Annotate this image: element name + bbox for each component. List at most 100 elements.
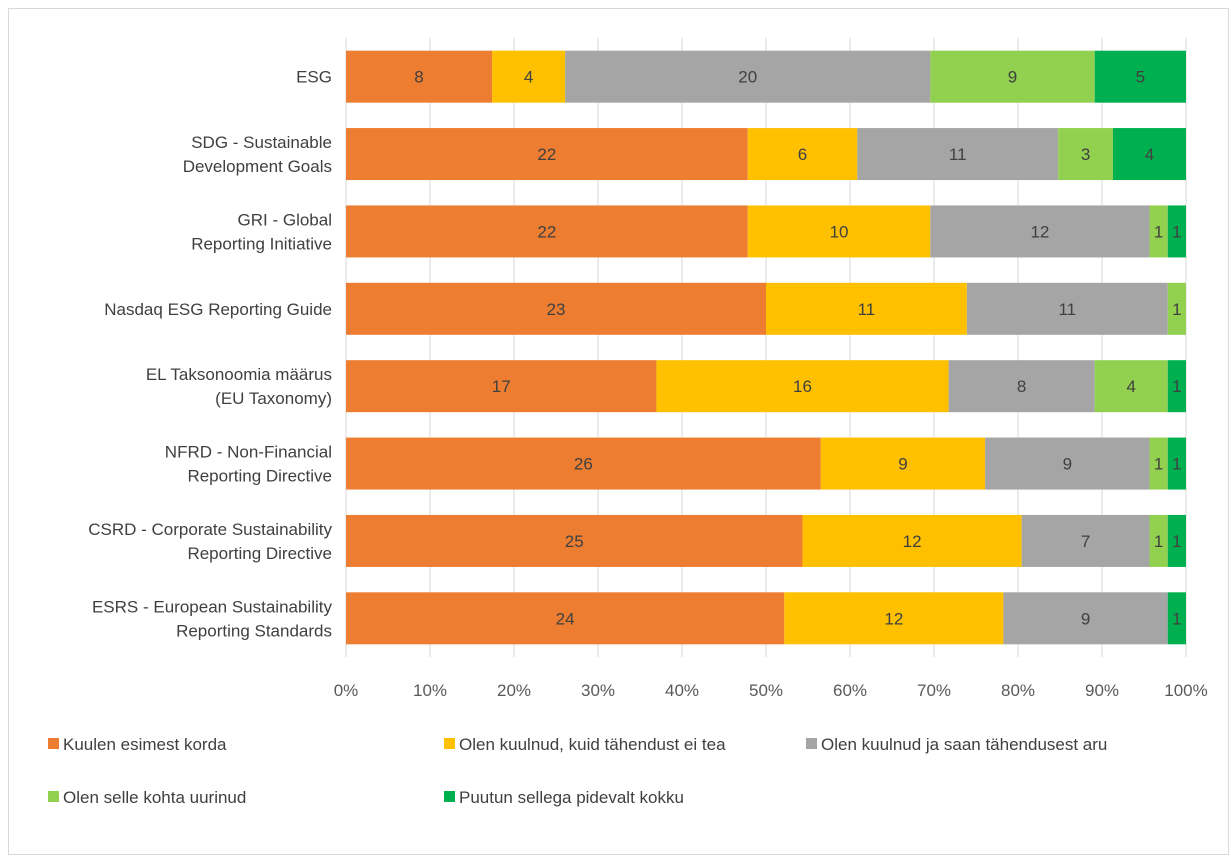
x-tick-label: 10% bbox=[413, 681, 447, 700]
data-label: 24 bbox=[556, 609, 575, 628]
data-label: 25 bbox=[565, 532, 584, 551]
bar-segment bbox=[948, 360, 1095, 413]
category-label: EL Taksonoomia määrus (EU Taxonomy) bbox=[146, 365, 332, 408]
x-axis-ticks: 0% 10% 20% 30% 40% 50% 60% 70% 80% 90% 100% bbox=[334, 681, 1208, 700]
bar-segment bbox=[1094, 50, 1186, 103]
legend-swatch bbox=[444, 791, 455, 802]
bar-segment bbox=[346, 437, 821, 490]
data-label: 5 bbox=[1136, 68, 1145, 87]
bar-segment bbox=[1167, 437, 1186, 490]
bar-segment bbox=[784, 592, 1004, 645]
data-label: 6 bbox=[798, 145, 807, 164]
legend-swatch bbox=[806, 738, 817, 749]
bar-segment bbox=[346, 128, 748, 181]
bar-segment bbox=[1058, 128, 1113, 181]
legend-label: Puutun sellega pidevalt kokku bbox=[459, 788, 684, 807]
x-tick-label: 60% bbox=[833, 681, 867, 700]
data-label: 12 bbox=[884, 609, 903, 628]
bar-segment bbox=[930, 205, 1150, 258]
bar-segment bbox=[1094, 360, 1168, 413]
data-label: 10 bbox=[830, 222, 849, 241]
bar-segment bbox=[985, 437, 1150, 490]
category-label: ESRS - European Sustainability Reporting … bbox=[92, 597, 333, 640]
bar-segment bbox=[346, 360, 657, 413]
bar-segment bbox=[1021, 514, 1150, 567]
data-label: 16 bbox=[793, 377, 812, 396]
bar-segment bbox=[802, 514, 1022, 567]
bar-segment bbox=[346, 592, 785, 645]
x-tick-label: 20% bbox=[497, 681, 531, 700]
legend-swatch bbox=[444, 738, 455, 749]
data-label: 12 bbox=[903, 532, 922, 551]
data-label: 26 bbox=[574, 455, 593, 474]
bar-segment bbox=[857, 128, 1059, 181]
x-tick-label: 80% bbox=[1001, 681, 1035, 700]
bar-segment bbox=[346, 205, 748, 258]
data-label: 1 bbox=[1172, 609, 1181, 628]
data-label: 22 bbox=[537, 145, 556, 164]
bar-segment bbox=[1149, 205, 1168, 258]
bar-segment bbox=[1003, 592, 1168, 645]
category-label: ESG bbox=[296, 68, 332, 87]
legend-label: Olen kuulnud ja saan tähendusest aru bbox=[821, 735, 1107, 754]
bar-segment bbox=[747, 205, 931, 258]
data-label: 20 bbox=[738, 68, 757, 87]
data-label: 7 bbox=[1081, 532, 1090, 551]
data-label: 1 bbox=[1154, 455, 1163, 474]
bar-segment bbox=[820, 437, 986, 490]
bar-segment bbox=[1112, 128, 1186, 181]
data-label: 4 bbox=[1145, 145, 1154, 164]
x-tick-label: 90% bbox=[1085, 681, 1119, 700]
bar-segment bbox=[747, 128, 858, 181]
x-tick-label: 40% bbox=[665, 681, 699, 700]
data-label: 11 bbox=[858, 300, 876, 319]
data-label: 1 bbox=[1154, 222, 1163, 241]
data-label: 1 bbox=[1172, 377, 1181, 396]
bar-segment bbox=[346, 514, 803, 567]
data-label: 4 bbox=[524, 68, 533, 87]
category-label: Nasdaq ESG Reporting Guide bbox=[104, 300, 332, 319]
legend: Kuulen esimest korda Olen kuulnud, kuid t… bbox=[48, 735, 1107, 807]
data-label: 1 bbox=[1172, 532, 1181, 551]
category-label: GRI - Global Reporting Initiative bbox=[191, 210, 332, 253]
bar-segment bbox=[656, 360, 949, 413]
data-label: 17 bbox=[492, 377, 511, 396]
legend-label: Olen selle kohta uurinud bbox=[63, 788, 246, 807]
category-labels: ESG SDG - Sustainable Development Goals GRI… bbox=[88, 68, 332, 641]
data-label: 12 bbox=[1030, 222, 1049, 241]
bar-segment bbox=[930, 50, 1095, 103]
x-tick-label: 70% bbox=[917, 681, 951, 700]
legend-label: Olen kuulnud, kuid tähendust ei tea bbox=[459, 735, 726, 754]
category-label: NFRD - Non-Financial Reporting Directive bbox=[165, 443, 332, 486]
bar-segment bbox=[346, 282, 766, 335]
data-label: 9 bbox=[1008, 68, 1017, 87]
bar-segment bbox=[766, 282, 967, 335]
data-label: 1 bbox=[1172, 222, 1181, 241]
bar-segment bbox=[1167, 514, 1186, 567]
bar-segment bbox=[346, 50, 493, 103]
data-label: 8 bbox=[1017, 377, 1026, 396]
bar-segment bbox=[1149, 514, 1168, 567]
data-label: 11 bbox=[949, 145, 967, 164]
bar-segment bbox=[565, 50, 931, 103]
data-label: 8 bbox=[414, 68, 423, 87]
x-tick-label: 0% bbox=[334, 681, 359, 700]
data-label: 9 bbox=[1063, 455, 1072, 474]
legend-label: Kuulen esimest korda bbox=[63, 735, 227, 754]
bar-segments: 8 4 20 9 522 6 11 3 422 10 12 1 123 11 11 117 16 8 4 126 9 9 1… bbox=[346, 50, 1186, 645]
data-label: 9 bbox=[898, 455, 907, 474]
x-tick-label: 30% bbox=[581, 681, 615, 700]
data-label: 1 bbox=[1172, 300, 1181, 319]
bar-segment bbox=[1167, 205, 1186, 258]
legend-swatch bbox=[48, 791, 59, 802]
data-label: 1 bbox=[1172, 455, 1181, 474]
x-tick-label: 100% bbox=[1164, 681, 1207, 700]
data-label: 22 bbox=[537, 222, 556, 241]
bar-segment bbox=[966, 282, 1168, 335]
data-label: 4 bbox=[1126, 377, 1135, 396]
data-label: 1 bbox=[1154, 532, 1163, 551]
legend-swatch bbox=[48, 738, 59, 749]
data-label: 3 bbox=[1081, 145, 1090, 164]
data-label: 23 bbox=[547, 300, 566, 319]
bar-segment bbox=[492, 50, 566, 103]
